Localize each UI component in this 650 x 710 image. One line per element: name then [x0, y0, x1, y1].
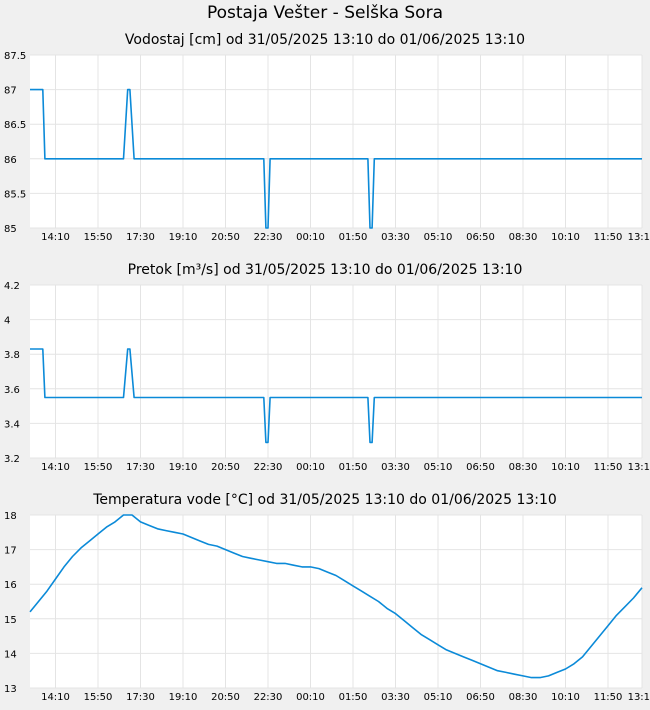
water-level-y-tick-label: 86 — [4, 155, 17, 166]
water-level-x-tick-label: 01:50 — [339, 232, 368, 243]
discharge-x-tick-label: 06:50 — [466, 462, 495, 473]
discharge-x-tick-label: 20:50 — [211, 462, 240, 473]
water-temperature-x-tick-label: 15:50 — [84, 692, 113, 703]
water-temperature-series-line — [29, 514, 643, 679]
discharge-x-tick-label: 22:30 — [254, 462, 283, 473]
water-temperature-x-tick-label: 22:30 — [254, 692, 283, 703]
discharge-x-tick-label: 00:10 — [296, 462, 325, 473]
discharge-x-tick-label: 03:30 — [381, 462, 410, 473]
water-temperature-x-tick-label: 03:30 — [381, 692, 410, 703]
water-temperature-x-tick-label: 11:50 — [594, 692, 623, 703]
water-temperature-x-tick-label: 01:50 — [339, 692, 368, 703]
water-temperature-y-tick-label: 14 — [4, 649, 17, 660]
discharge-x-tick-label: 01:50 — [339, 462, 368, 473]
water-level-x-tick-label: 19:10 — [169, 232, 198, 243]
water-temperature-x-tick-label: 08:30 — [509, 692, 538, 703]
discharge-y-tick-label: 3.8 — [4, 350, 20, 361]
discharge-y-tick-label: 3.4 — [4, 419, 20, 430]
discharge-series-line — [30, 348, 642, 444]
water-level-y-tick-label: 87 — [4, 86, 17, 97]
discharge-x-tick-label: 05:10 — [424, 462, 453, 473]
discharge-plot-area — [30, 285, 642, 458]
water-temperature-x-tick-label: 13:10 — [628, 692, 650, 703]
water-level-y-tick-label: 87.5 — [4, 51, 26, 62]
discharge-x-tick-label: 15:50 — [84, 462, 113, 473]
water-level-y-tick-label: 86.5 — [4, 120, 26, 131]
water-level-x-tick-label: 13:10 — [628, 232, 650, 243]
chart-title-water-level: Vodostaj [cm] od 31/05/2025 13:10 do 01/… — [124, 32, 526, 48]
water-temperature-y-tick-label: 18 — [4, 511, 17, 522]
page-title: Postaja Vešter - Selška Sora — [206, 3, 443, 23]
water-level-x-tick-label: 15:50 — [84, 232, 113, 243]
water-level-plot-area — [30, 55, 642, 228]
water-level-x-tick-label: 14:10 — [41, 232, 70, 243]
water-level-x-tick-label: 17:30 — [126, 232, 155, 243]
water-level-series-line — [30, 88, 642, 229]
discharge-y-tick-label: 4.2 — [4, 281, 20, 292]
water-level-x-tick-label: 11:50 — [594, 232, 623, 243]
water-level-chart: 85 85.5 86 86.5 87 87.5 14:10 15:50 17:30 19:10 20… — [4, 51, 650, 243]
water-temperature-x-tick-label: 06:50 — [466, 692, 495, 703]
discharge-x-tick-label: 17:30 — [126, 462, 155, 473]
water-level-x-tick-label: 22:30 — [254, 232, 283, 243]
water-temperature-x-tick-label: 05:10 — [424, 692, 453, 703]
discharge-x-tick-label: 10:10 — [551, 462, 580, 473]
water-level-x-tick-label: 10:10 — [551, 232, 580, 243]
water-temperature-y-tick-label: 16 — [4, 580, 17, 591]
water-temperature-y-tick-label: 13 — [4, 684, 17, 695]
water-level-y-tick-label: 85.5 — [4, 189, 26, 200]
discharge-x-tick-label: 19:10 — [169, 462, 198, 473]
discharge-y-tick-label: 3.2 — [4, 454, 20, 465]
water-temperature-x-tick-label: 19:10 — [169, 692, 198, 703]
discharge-x-tick-label: 14:10 — [41, 462, 70, 473]
water-level-x-tick-label: 06:50 — [466, 232, 495, 243]
water-temperature-y-tick-label: 17 — [4, 546, 17, 557]
water-temperature-chart: 13 14 15 16 17 18 14:10 15:50 17:30 19:10 20:50 22:… — [4, 511, 650, 703]
water-level-x-tick-label: 08:30 — [509, 232, 538, 243]
water-temperature-x-tick-label: 17:30 — [126, 692, 155, 703]
water-temperature-x-tick-label: 14:10 — [41, 692, 70, 703]
chart-title-discharge: Pretok [m³/s] od 31/05/2025 13:10 do 01/… — [127, 262, 523, 278]
water-temperature-x-tick-label: 20:50 — [211, 692, 240, 703]
water-temperature-x-tick-label: 00:10 — [296, 692, 325, 703]
discharge-x-tick-label: 13:10 — [628, 462, 650, 473]
water-temperature-plot-area — [30, 515, 642, 688]
water-level-x-tick-label: 03:30 — [381, 232, 410, 243]
water-level-x-tick-label: 05:10 — [424, 232, 453, 243]
chart-title-water-temperature: Temperatura vode [°C] od 31/05/2025 13:1… — [93, 492, 557, 508]
water-level-y-tick-label: 85 — [4, 224, 17, 235]
water-temperature-y-tick-label: 15 — [4, 615, 17, 626]
water-level-x-tick-label: 00:10 — [296, 232, 325, 243]
discharge-y-tick-label: 3.6 — [4, 385, 20, 396]
discharge-x-tick-label: 11:50 — [594, 462, 623, 473]
discharge-x-tick-label: 08:30 — [509, 462, 538, 473]
discharge-y-tick-label: 4 — [4, 316, 10, 327]
water-temperature-x-tick-label: 10:10 — [551, 692, 580, 703]
water-level-x-tick-label: 20:50 — [211, 232, 240, 243]
discharge-chart: 3.2 3.4 3.6 3.8 4 4.2 14:10 15:50 17:30 19:10 20:5… — [4, 281, 650, 473]
